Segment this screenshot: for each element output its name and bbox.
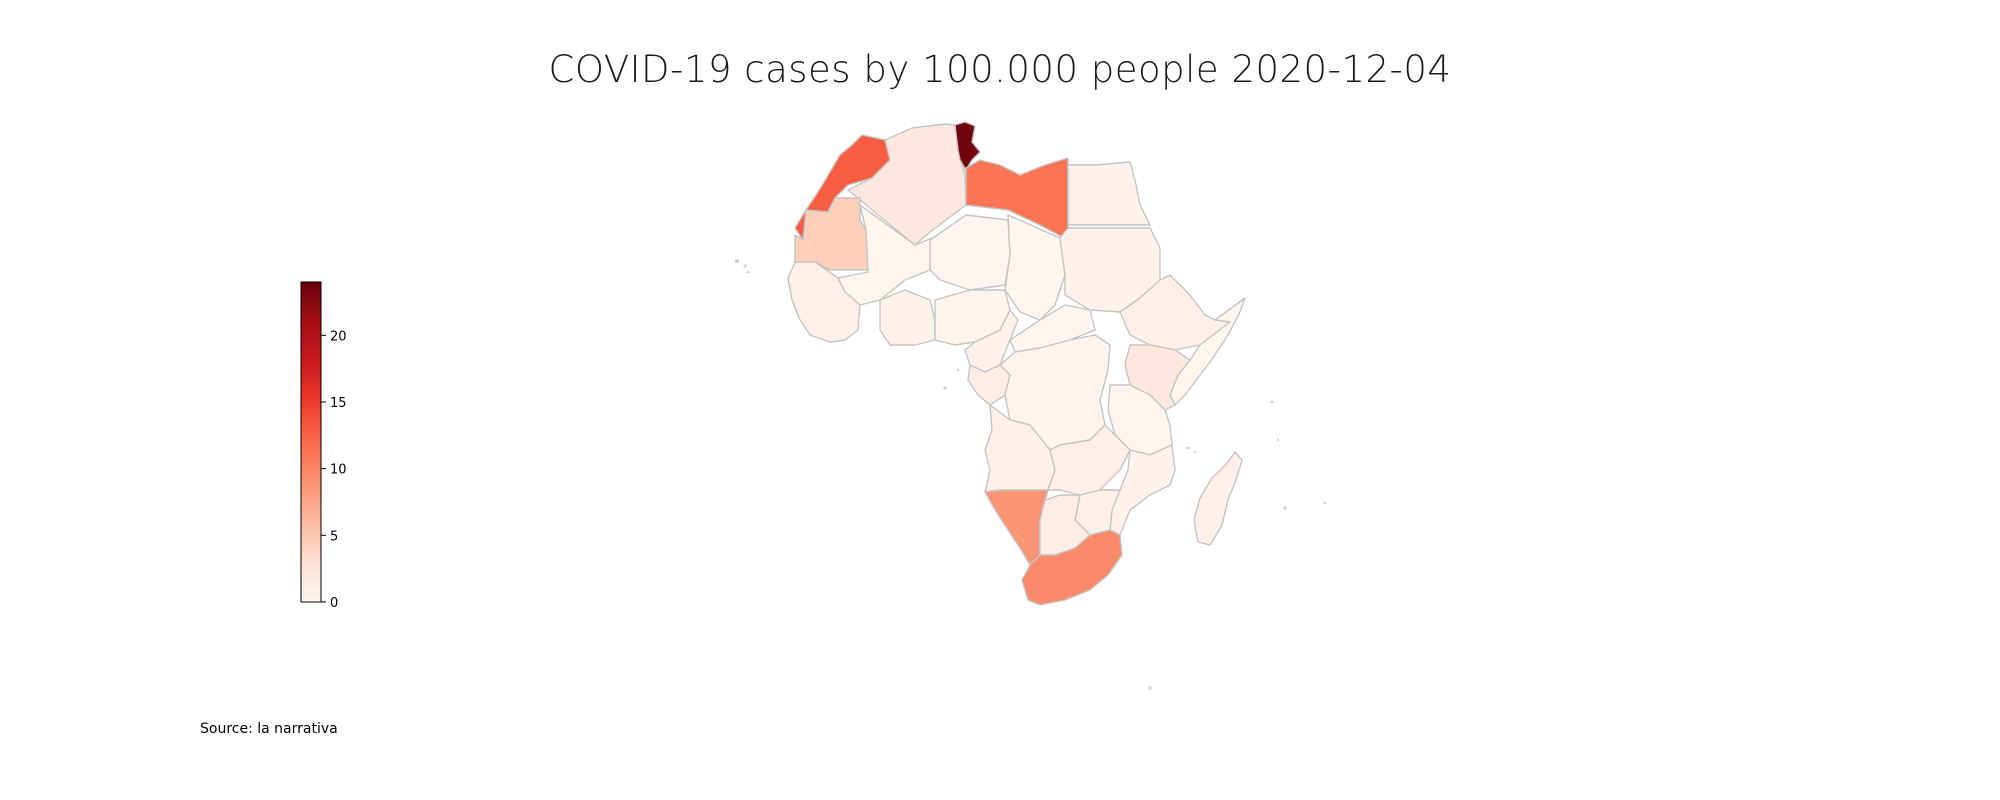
colorbar-tick-label: 20 — [330, 329, 347, 344]
country-layer — [787, 121, 1246, 606]
colorbar-tick-label: 15 — [330, 396, 347, 411]
country-libya[interactable] — [965, 157, 1069, 241]
country-cameroon[interactable] — [964, 309, 1019, 373]
country-madagascar[interactable] — [1193, 451, 1243, 546]
colorbar-gradient — [300, 281, 322, 603]
country-tunisia[interactable] — [954, 121, 981, 171]
country-algeria[interactable] — [847, 123, 967, 246]
country-egypt[interactable] — [1067, 161, 1151, 226]
country-mali[interactable] — [837, 204, 933, 306]
country-mauritania[interactable] — [794, 197, 869, 271]
map-title: COVID-19 cases by 100.000 people 2020-12… — [548, 48, 1452, 91]
colorbar-tick-label: 5 — [330, 529, 338, 544]
country-kenya[interactable] — [1124, 344, 1191, 411]
colorbar-tick-label: 0 — [330, 596, 338, 611]
colorbar-tick-label: 10 — [330, 463, 347, 478]
country-ghana[interactable] — [879, 289, 936, 346]
country-namibia[interactable] — [984, 489, 1049, 566]
country-senegal[interactable] — [787, 261, 861, 343]
country-niger[interactable] — [929, 214, 1011, 291]
colorbar: 0 5 10 15 20 — [300, 281, 347, 611]
colorbar-ticks: 0 5 10 15 20 — [321, 329, 347, 611]
small-islands — [735, 259, 1327, 690]
country-southafrica[interactable] — [1021, 529, 1123, 606]
source-note: Source: la narrativa — [200, 721, 338, 737]
country-gabon[interactable] — [967, 364, 1011, 406]
